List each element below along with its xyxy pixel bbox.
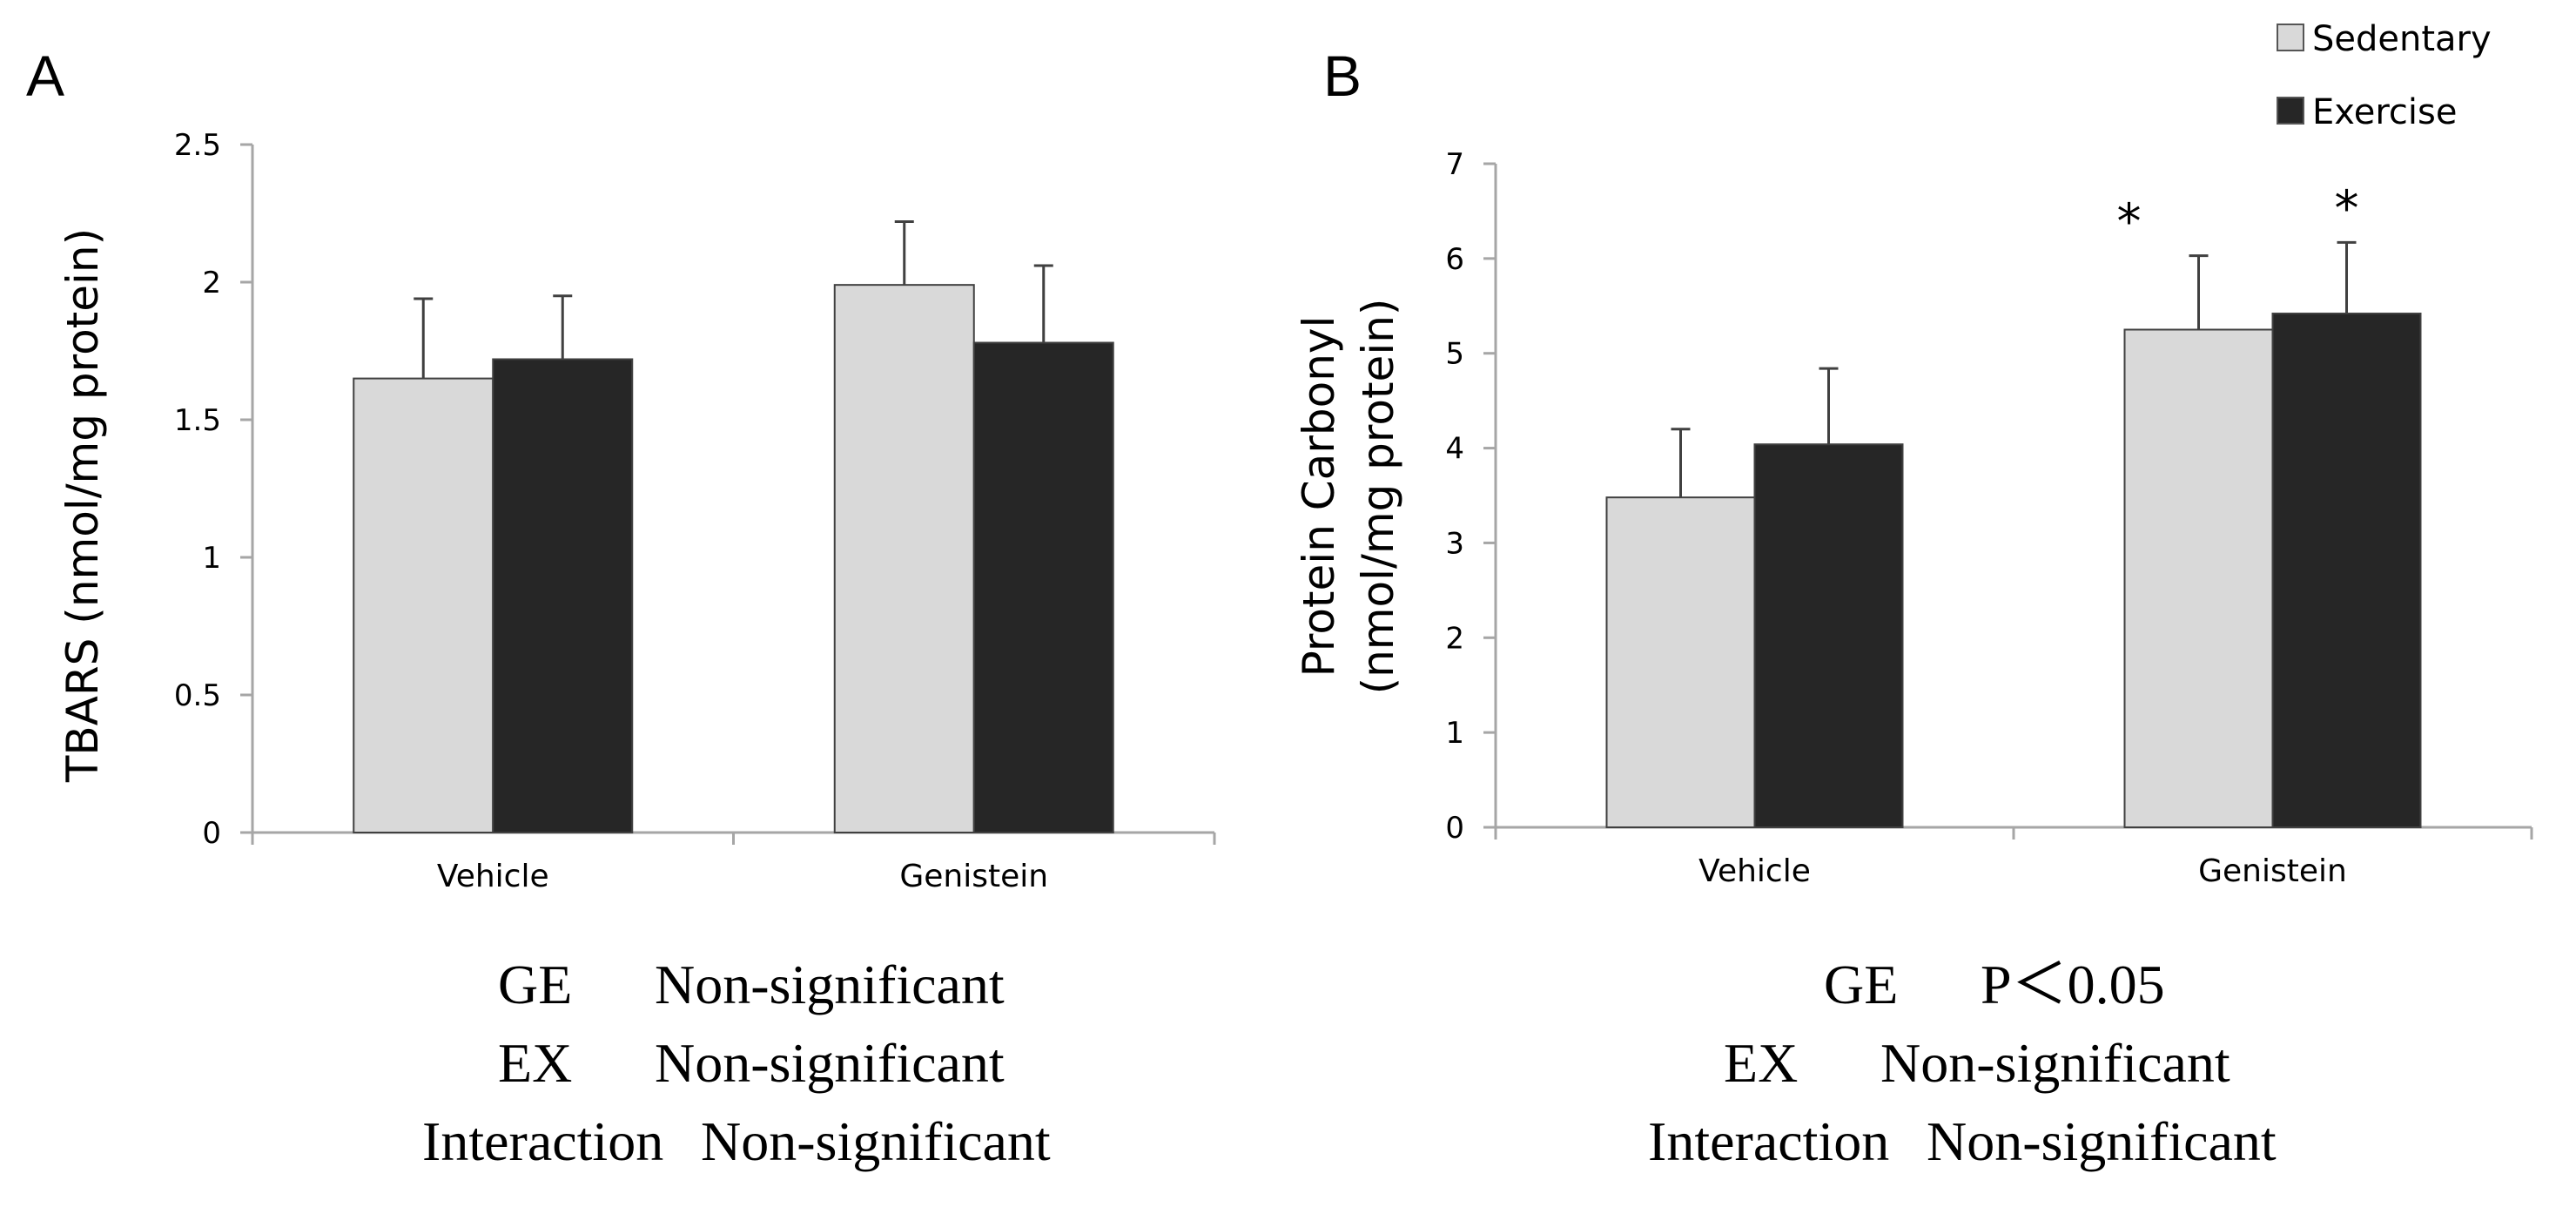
legend-swatch-exercise [2277,97,2304,125]
chart-b-stat-result-ge: P＜0.05 [1981,954,2165,1015]
chart-a-y-tick-label: 1 [202,541,221,576]
chart-a-stat-result-ge: Non-significant [655,954,1005,1015]
legend-swatch-sedentary [2277,24,2304,51]
chart-b-bar-genistein-sedentary [2123,328,2274,828]
chart-a-x-label-vehicle: Vehicle [437,859,549,894]
legend: Sedentary Exercise [2277,19,2492,132]
chart-a-stat-label-ge: GE [498,954,572,1015]
chart-b-y-tick-label: 3 [1445,526,1464,561]
chart-b-stat-label-ex: EX [1724,1032,1798,1094]
chart-a-y-tick-label: 0.5 [174,678,221,713]
chart-b-y-tick-label: 0 [1445,811,1464,846]
chart-b-y-axis-label-line1: Protein Carbonyl [1294,316,1344,678]
chart-a-bar-genistein-sedentary [833,284,975,834]
chart-a-y-tick-label: 2.5 [174,128,221,163]
chart-b-significance-star-exercise: * [2335,180,2359,237]
chart-b-bar-vehicle-sedentary [1605,496,1756,828]
chart-b-bar-genistein-exercise [2271,312,2422,829]
chart-a-y-tick-label: 0 [202,816,221,851]
legend-label-exercise: Exercise [2312,92,2457,132]
chart-b-y-tick-label: 5 [1445,337,1464,372]
chart-b-stat-result-ex: Non-significant [1880,1032,2230,1094]
chart-a-bar-genistein-exercise [972,341,1114,833]
chart-b-stats: GE P＜0.05 EX Non-significant Interaction… [1648,954,2277,1172]
chart-a-stat-label-interaction: Interaction [422,1110,663,1172]
chart-b-y-tick-label: 7 [1445,147,1464,182]
chart-b-bar-vehicle-exercise [1753,443,1904,828]
chart-a-bar-vehicle-sedentary [353,377,494,834]
chart-a: 0 0.5 1 1.5 2 2.5 Vehicle Genistein [174,128,1216,894]
chart-b-y-tick-label: 2 [1445,621,1464,656]
chart-a-bar-vehicle-exercise [492,358,634,834]
legend-label-sedentary: Sedentary [2312,19,2492,59]
panel-b-letter: B [1323,44,1362,108]
chart-b-y-tick-label: 1 [1445,716,1464,751]
chart-b-significance-star-sedentary: * [2117,194,2142,251]
chart-a-stat-result-ex: Non-significant [655,1032,1005,1094]
chart-b-y-tick-label: 6 [1445,242,1464,277]
chart-b-stat-label-interaction: Interaction [1648,1110,1889,1172]
chart-b: 0 1 2 3 4 5 6 7 Vehicle Genistein * * [1445,147,2533,889]
chart-a-y-axis-label: TBARS (nmol/mg protein) [57,228,108,783]
chart-b-x-label-genistein: Genistein [2198,853,2347,889]
chart-b-y-tick-label: 4 [1445,432,1464,467]
chart-a-y-tick-label: 1.5 [174,403,221,438]
chart-a-stat-label-ex: EX [498,1032,572,1094]
panel-a-letter: A [26,44,64,108]
chart-b-stat-result-interaction: Non-significant [1927,1110,2277,1172]
chart-b-x-label-vehicle: Vehicle [1698,853,1811,889]
chart-a-stat-result-interaction: Non-significant [701,1110,1051,1172]
chart-b-y-axis-label-line2: (nmol/mg protein) [1353,299,1403,695]
chart-a-x-label-genistein: Genistein [899,859,1048,894]
chart-b-stat-label-ge: GE [1824,954,1898,1015]
chart-a-stats: GE Non-significant EX Non-significant In… [422,954,1051,1172]
chart-a-y-tick-label: 2 [202,266,221,300]
